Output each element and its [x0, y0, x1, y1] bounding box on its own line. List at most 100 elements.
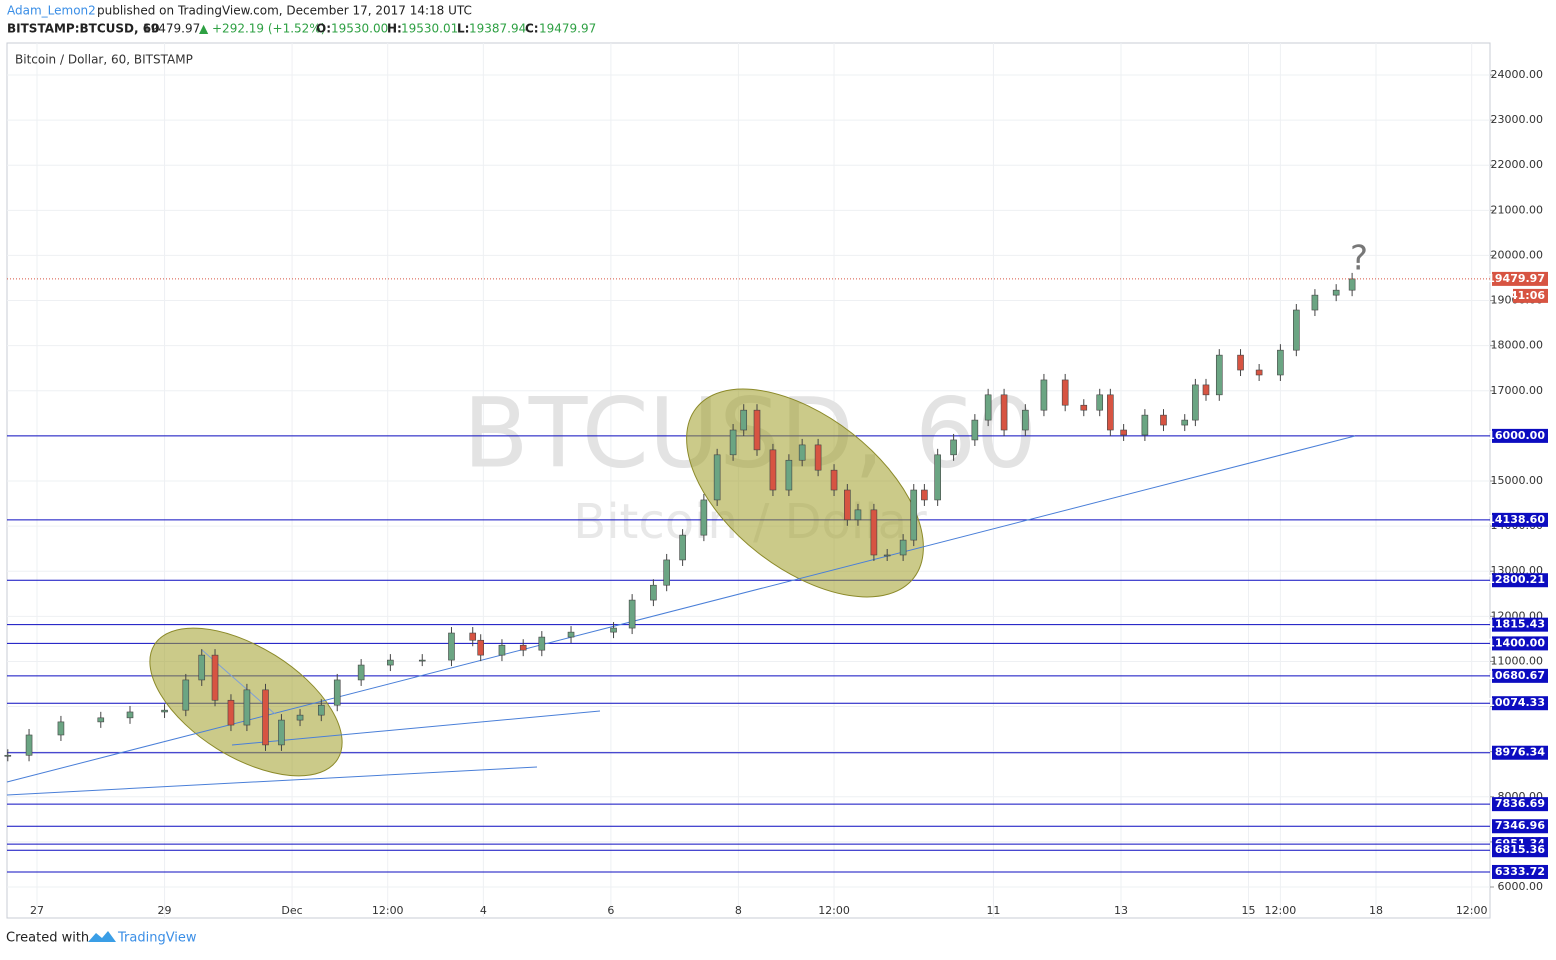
level-box [1492, 819, 1548, 834]
x-tick-label: 12:00 [818, 904, 850, 917]
level-label: 11815.43 [1487, 618, 1545, 631]
candle [1000, 394, 1008, 431]
candle [844, 489, 851, 521]
level-label: 7836.69 [1495, 797, 1545, 810]
candle [57, 721, 65, 736]
level-label: 6333.72 [1495, 865, 1545, 878]
candle [4, 754, 12, 757]
candle [934, 454, 941, 501]
level-box [1492, 617, 1548, 632]
candle [899, 539, 907, 556]
h-label: H: [387, 22, 402, 36]
candle [296, 714, 304, 721]
candle [1293, 309, 1300, 351]
x-tick-label: Dec [281, 904, 302, 917]
candle [950, 439, 957, 456]
candle [729, 429, 737, 456]
x-tick-label: 27 [30, 904, 44, 917]
candle [227, 699, 235, 726]
level-label: 6815.36 [1495, 843, 1545, 856]
candle [1348, 278, 1356, 291]
candle [610, 627, 617, 633]
level-box [1492, 428, 1548, 443]
candle [785, 459, 793, 491]
candle [1181, 419, 1189, 426]
candles [4, 272, 1356, 762]
o-label: O: [316, 22, 331, 36]
candle [628, 599, 636, 629]
candle [753, 409, 761, 451]
y-tick-label: 11000.00 [1491, 654, 1544, 667]
candle [1022, 409, 1029, 431]
y-tick-label: 18000.00 [1491, 339, 1544, 352]
candle [1160, 414, 1167, 426]
candle [1277, 349, 1284, 376]
countdown-box [1513, 288, 1548, 303]
candle [1255, 369, 1263, 376]
author[interactable]: Adam_Lemon2 [7, 4, 96, 18]
candle [538, 636, 546, 651]
candle [243, 689, 251, 726]
candle [1061, 379, 1069, 406]
candle [418, 659, 426, 662]
candle [182, 679, 190, 711]
change: +292.19 (+1.52%) [212, 22, 325, 36]
candle [211, 654, 219, 701]
y-tick-label: 17000.00 [1491, 384, 1544, 397]
level-box [1492, 864, 1548, 879]
candle [1080, 404, 1088, 411]
last-price-box [1492, 271, 1548, 286]
footer-logo [88, 931, 116, 942]
candle [650, 584, 657, 601]
candle [1215, 354, 1223, 396]
x-tick-label: 4 [480, 904, 487, 917]
candle [769, 449, 777, 491]
x-tick-label: 12:00 [1456, 904, 1488, 917]
candle [984, 394, 992, 421]
countdown: 41:06 [1510, 289, 1545, 302]
last-price-label: 19479.97 [1487, 272, 1545, 285]
candle [469, 632, 477, 641]
candle [1311, 294, 1319, 311]
candle [713, 454, 721, 501]
candle [1040, 379, 1048, 411]
footer-brand[interactable]: TradingView [117, 931, 197, 946]
candle [679, 534, 686, 561]
highlight-ellipse [686, 388, 924, 598]
trend-line [231, 710, 601, 746]
c-label: C: [525, 22, 539, 36]
candle [262, 689, 269, 746]
candle [854, 509, 862, 521]
price-axis: 6000.007000.008000.009000.0010000.001100… [1487, 68, 1548, 893]
y-tick-label: 20000.00 [1491, 248, 1544, 261]
x-tick-label: 15 [1242, 904, 1256, 917]
arrow: ▲ [199, 22, 209, 36]
footer-bar [0, 924, 1556, 956]
level-box [1492, 745, 1548, 760]
price: 19479.97 [143, 22, 200, 36]
candle [477, 639, 484, 656]
y-tick-label: 23000.00 [1491, 113, 1544, 126]
level-box [1492, 573, 1548, 588]
level-label: 7346.96 [1495, 819, 1545, 832]
candle [126, 711, 134, 719]
h-value: 19530.01 [401, 22, 458, 36]
candle [910, 489, 918, 541]
c-value: 19479.97 [539, 22, 596, 36]
y-tick-label: 22000.00 [1491, 158, 1544, 171]
y-tick-label: 21000.00 [1491, 203, 1544, 216]
level-label: 10680.67 [1487, 669, 1545, 682]
candle [740, 409, 748, 431]
candle [1107, 394, 1114, 431]
candle [1332, 289, 1340, 296]
candle [567, 631, 575, 638]
x-tick-label: 29 [158, 904, 172, 917]
level-box [1492, 668, 1548, 683]
candle [498, 644, 506, 656]
candle [357, 664, 365, 681]
footer-created: Created with [6, 931, 89, 946]
candle [663, 559, 670, 586]
level-box [1492, 797, 1548, 812]
candle [830, 469, 838, 491]
